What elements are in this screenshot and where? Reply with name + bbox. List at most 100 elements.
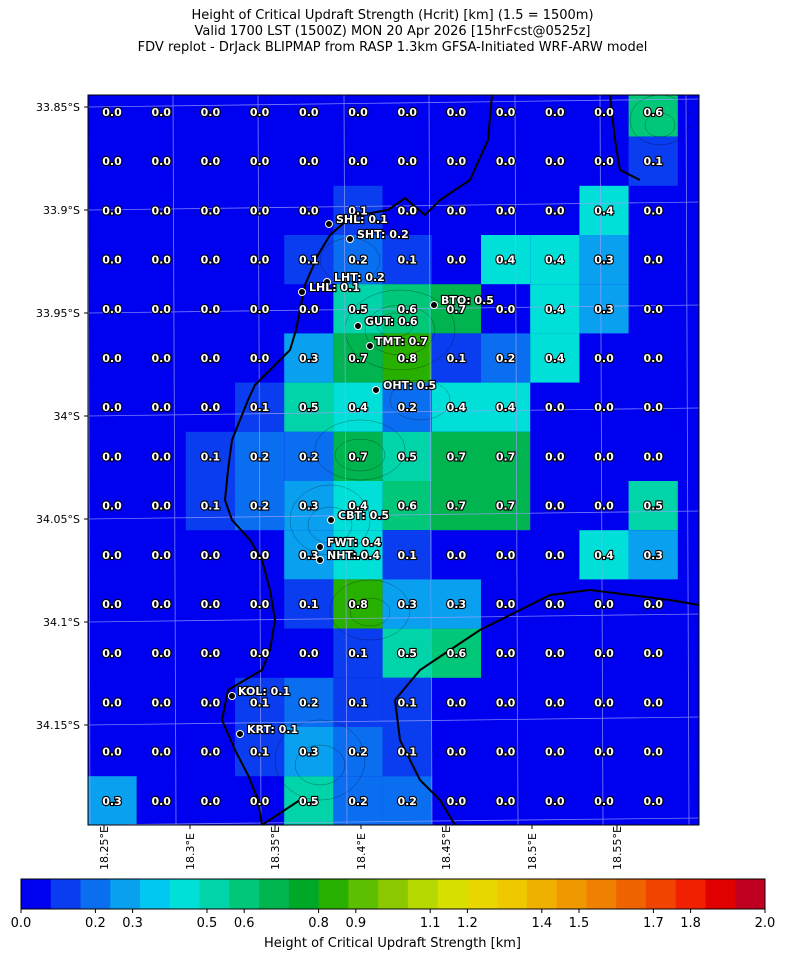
cell-value-label: 0.1 xyxy=(299,598,319,611)
hcrit-cell xyxy=(284,776,334,825)
cell-value-label: 0.0 xyxy=(496,795,516,808)
latitude-ticks: 33.85°S 33.9°S 33.95°S 34°S 34.05°S 34.1°S 34.… xyxy=(36,101,88,732)
colorbar-segment xyxy=(199,879,230,909)
cell-value-label: 0.0 xyxy=(151,746,171,759)
hcrit-cell xyxy=(382,530,432,580)
cell-value-label: 0.4 xyxy=(447,401,467,414)
station-label: LHT: 0.2 xyxy=(334,271,385,284)
station-marker xyxy=(298,288,306,296)
cell-value-label: 0.5 xyxy=(643,500,663,513)
hcrit-cell xyxy=(333,579,383,629)
cell-value-label: 0.0 xyxy=(250,254,270,267)
cell-value-label: 0.0 xyxy=(102,647,122,660)
colorbar-segment xyxy=(645,879,677,909)
cell-value-label: 0.0 xyxy=(496,696,516,709)
colorbar-segment xyxy=(140,879,171,909)
cell-value-label: 0.0 xyxy=(250,204,270,217)
hcrit-cell xyxy=(579,284,629,334)
cell-value-label: 0.0 xyxy=(102,746,122,759)
cell-value-label: 0.0 xyxy=(102,696,122,709)
title-line-3: FDV replot - DrJack BLIPMAP from RASP 1.… xyxy=(137,40,648,55)
cell-value-label: 0.0 xyxy=(447,746,467,759)
plot-frame xyxy=(87,94,700,826)
colorbar-tick-label: 1.1 xyxy=(420,916,441,931)
hcrit-cell xyxy=(235,677,285,727)
hcrit-cell xyxy=(628,95,678,137)
cell-value-label: 0.1 xyxy=(348,696,368,709)
cell-value-label: 0.3 xyxy=(299,500,319,513)
hcrit-cell xyxy=(628,481,678,531)
cell-value-label: 0.0 xyxy=(496,303,516,316)
colorbar-segment xyxy=(437,879,468,909)
cell-value-label: 0.0 xyxy=(201,647,221,660)
hcrit-cell xyxy=(579,185,629,235)
hcrit-cell xyxy=(431,628,481,678)
colorbar-tick-label: 1.5 xyxy=(569,916,590,931)
cell-value-label: 0.5 xyxy=(299,795,319,808)
cell-value-label: 0.0 xyxy=(643,696,663,709)
cell-value-label: 0.7 xyxy=(447,303,467,316)
hcrit-cell xyxy=(382,727,432,777)
cell-value-label: 0.0 xyxy=(201,155,221,168)
colorbar-segment xyxy=(80,879,111,909)
cell-value-label: 0.4 xyxy=(545,254,565,267)
cell-value-label: 0.8 xyxy=(348,598,368,611)
longitude-tick-label: 18.55°E xyxy=(611,826,624,870)
cell-value-label: 0.0 xyxy=(102,303,122,316)
colorbar-segment xyxy=(586,879,617,909)
station-label: OHT: 0.5 xyxy=(383,379,436,392)
cell-value-label: 0.3 xyxy=(447,598,467,611)
colorbar-tick-label: 0.9 xyxy=(345,916,366,931)
cell-value-label: 0.6 xyxy=(643,106,663,119)
longitude-tick-label: 18.5°E xyxy=(526,833,539,870)
colorbar-tick-label: 0.8 xyxy=(308,916,329,931)
colorbar-segment xyxy=(616,879,647,909)
colorbar-segment xyxy=(378,879,409,909)
cell-value-label: 0.5 xyxy=(299,401,319,414)
hcrit-cell xyxy=(431,333,481,383)
cell-value-label: 0.0 xyxy=(151,106,171,119)
hcrit-cell xyxy=(382,333,432,383)
cell-value-label: 0.1 xyxy=(299,254,319,267)
station-marker xyxy=(354,322,362,330)
hcrit-cell xyxy=(333,530,383,580)
hcrit-cell xyxy=(530,284,580,334)
colorbar-tick-label: 1.4 xyxy=(531,916,552,931)
cell-value-label: 0.2 xyxy=(348,795,368,808)
cell-value-label: 0.5 xyxy=(397,647,417,660)
hcrit-cell xyxy=(481,235,531,285)
cell-value-label: 0.5 xyxy=(397,450,417,463)
cell-value-label: 0.0 xyxy=(250,598,270,611)
cell-value-label: 0.0 xyxy=(594,155,614,168)
colorbar-segment xyxy=(169,879,200,909)
cell-value-label: 0.0 xyxy=(102,500,122,513)
cell-value-label: 0.1 xyxy=(397,696,417,709)
cell-value-label: 0.3 xyxy=(594,254,614,267)
cell-value-label: 0.0 xyxy=(496,106,516,119)
colorbar-segment xyxy=(21,879,52,909)
cell-value-label: 0.3 xyxy=(299,746,319,759)
station-label: KRT: 0.1 xyxy=(247,723,298,736)
hcrit-cell xyxy=(431,431,481,481)
cell-value-label: 0.0 xyxy=(545,696,565,709)
cell-value-label: 0.0 xyxy=(151,401,171,414)
cell-value-label: 0.0 xyxy=(447,549,467,562)
title-line-1: Height of Critical Updraft Strength (Hcr… xyxy=(191,8,594,23)
cell-value-label: 0.0 xyxy=(151,500,171,513)
hcrit-cell-layer xyxy=(88,95,699,825)
colorbar-segment xyxy=(259,879,290,909)
cell-value-label: 0.0 xyxy=(250,155,270,168)
cell-value-label: 0.5 xyxy=(348,303,368,316)
colorbar-segment xyxy=(556,879,587,909)
cell-value-label: 0.0 xyxy=(447,155,467,168)
station-marker xyxy=(366,342,374,350)
cell-value-label: 0.1 xyxy=(348,204,368,217)
cell-value-label: 0.3 xyxy=(643,549,663,562)
hcrit-cell xyxy=(431,481,481,531)
cell-value-label: 0.6 xyxy=(397,500,417,513)
cell-value-label: 0.6 xyxy=(447,647,467,660)
cell-value-label: 0.0 xyxy=(250,106,270,119)
colorbar-tick-label: 0.3 xyxy=(122,916,143,931)
cell-value-label: 0.0 xyxy=(102,204,122,217)
